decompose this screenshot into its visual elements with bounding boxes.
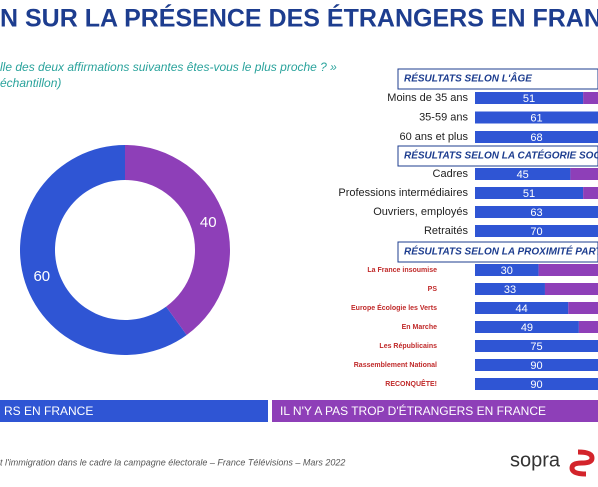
slice-label: 60 <box>33 268 50 285</box>
bar <box>578 321 598 333</box>
title: N SUR LA PRÉSENCE DES ÉTRANGERS EN FRANC… <box>0 4 598 33</box>
value-label: 75 <box>530 341 542 353</box>
bar <box>475 206 598 218</box>
donut-slice <box>125 145 231 335</box>
category-label: RECONQUÊTE! <box>385 379 437 388</box>
category-label: Retraités <box>424 225 469 237</box>
bar <box>475 92 584 104</box>
subtitle: échantillon) <box>0 76 61 90</box>
value-label: 33 <box>504 284 516 296</box>
category-label: Europe Écologie les Verts <box>351 303 437 312</box>
bar <box>544 283 598 295</box>
bar <box>475 302 569 314</box>
category-label: En Marche <box>402 324 438 331</box>
value-label: 30 <box>501 265 513 277</box>
category-label: Professions intermédiaires <box>338 187 468 199</box>
value-label: 90 <box>530 379 542 391</box>
group-title: RÉSULTATS SELON L'ÂGE <box>404 72 532 85</box>
group-title: RÉSULTATS SELON LA PROXIMITÉ PARTISA <box>404 245 598 258</box>
bar <box>475 131 598 143</box>
bar <box>583 92 598 104</box>
bar <box>475 168 571 180</box>
bar <box>538 264 598 276</box>
value-label: 51 <box>523 93 535 105</box>
value-label: 90 <box>530 360 542 372</box>
category-label: 60 ans et plus <box>400 131 469 143</box>
legend-swatch <box>272 400 598 422</box>
legend-label: IL N'Y A PAS TROP D'ÉTRANGERS EN FRANCE <box>280 403 546 418</box>
bar <box>475 321 579 333</box>
subtitle: lle des deux affirmations suivantes êtes… <box>0 60 337 74</box>
bar <box>475 225 598 237</box>
category-label: Moins de 35 ans <box>387 92 468 104</box>
slice-label: 40 <box>200 214 217 231</box>
logo-mark <box>569 449 595 477</box>
footer: t l'immigration dans le cadre la campagn… <box>0 457 345 467</box>
bar <box>475 378 598 390</box>
bar <box>475 283 545 295</box>
legend-label: RS EN FRANCE <box>4 404 93 418</box>
value-label: 70 <box>530 226 542 238</box>
bar <box>570 168 598 180</box>
value-label: 49 <box>521 322 533 334</box>
bar <box>583 187 598 199</box>
group-title: RÉSULTATS SELON LA CATÉGORIE SOCIO- <box>404 149 598 162</box>
donut-slice <box>20 145 187 355</box>
value-label: 44 <box>516 303 528 315</box>
group-header <box>397 68 598 90</box>
legend-swatch <box>0 400 268 422</box>
brand: sopra <box>510 449 561 471</box>
bar <box>475 359 598 371</box>
bar <box>568 302 598 314</box>
value-label: 45 <box>517 169 529 181</box>
category-label: Cadres <box>433 168 469 180</box>
category-label: Les Républicains <box>379 343 437 350</box>
category-label: Ouvriers, employés <box>373 206 468 218</box>
bar <box>475 111 598 124</box>
charts: 60 40 RS EN FRANCE IL N'Y A PAS TROP D'ÉTRA… <box>0 68 598 422</box>
bar <box>475 264 539 276</box>
category-label: La France insoumise <box>367 267 437 274</box>
group-header <box>397 241 598 263</box>
value-label: 61 <box>530 112 542 124</box>
value-label: 51 <box>523 188 535 200</box>
bar <box>475 187 584 199</box>
category-label: Rassemblement National <box>354 362 437 369</box>
bar <box>475 340 598 352</box>
category-label: PS <box>428 286 438 293</box>
group-header <box>397 145 598 167</box>
category-label: 35-59 ans <box>419 111 468 123</box>
value-label: 63 <box>530 207 542 219</box>
value-label: 68 <box>530 132 542 144</box>
